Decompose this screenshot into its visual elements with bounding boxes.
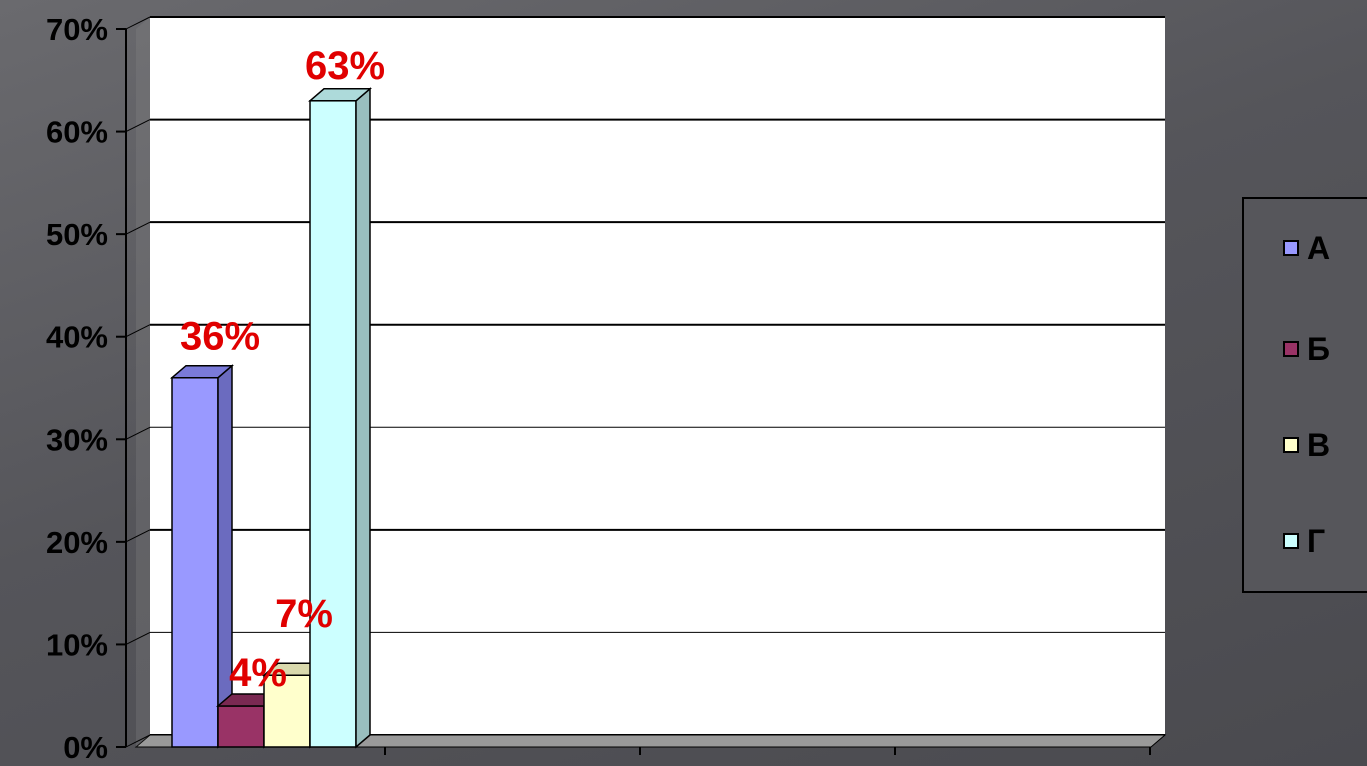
plot-area: 0% 10% 20% 30% 40% 50% 60% 70% 36% 4% 7% 63%	[46, 12, 1167, 765]
bar-3-side	[355, 87, 371, 749]
y-tick-connector	[125, 16, 151, 30]
y-tick-label: 40%	[46, 320, 108, 355]
legend-swatch-d	[1283, 533, 1299, 549]
y-tick-connector	[125, 426, 151, 440]
legend-label-c: В	[1307, 426, 1331, 463]
y-tick-connector	[125, 529, 151, 543]
data-label-0: 36%	[180, 315, 260, 359]
y-tick-connector	[125, 221, 151, 235]
y-tick-label: 70%	[46, 12, 108, 47]
bar-3-front	[309, 100, 357, 748]
plot-left-wall	[136, 17, 150, 747]
y-tick-label: 10%	[46, 627, 108, 662]
bar-3-top	[307, 88, 373, 102]
y-tick-connector	[125, 734, 151, 748]
bar-0-front	[171, 376, 219, 748]
y-tick-connector	[125, 119, 151, 133]
bar-1-front	[217, 705, 265, 748]
legend-label-d: Г	[1307, 522, 1326, 559]
legend-swatch-c	[1283, 437, 1299, 453]
y-tick-label: 20%	[46, 525, 108, 560]
y-tick-connector	[125, 631, 151, 645]
legend-swatch-b	[1283, 341, 1299, 357]
bar-2-front	[263, 674, 311, 748]
plot-floor	[134, 734, 1167, 748]
data-label-2: 7%	[275, 592, 333, 636]
legend-swatch-a	[1283, 240, 1299, 256]
legend-item-d: Г	[1283, 521, 1325, 561]
legend-item-b: Б	[1283, 329, 1330, 369]
y-tick-label: 30%	[46, 422, 108, 457]
chart-legend: А Б В Г	[1242, 197, 1367, 593]
data-label-3: 63%	[305, 44, 385, 88]
bar-0-top	[169, 364, 235, 379]
y-tick-connector	[125, 324, 151, 338]
y-tick-label: 50%	[46, 217, 108, 252]
data-label-1: 4%	[229, 651, 287, 695]
legend-label-b: Б	[1307, 330, 1330, 367]
y-tick-label: 60%	[46, 115, 108, 150]
y-tick-label: 0%	[63, 730, 108, 765]
legend-item-a: А	[1283, 228, 1330, 268]
legend-item-c: В	[1283, 425, 1330, 465]
legend-label-a: А	[1307, 229, 1331, 266]
